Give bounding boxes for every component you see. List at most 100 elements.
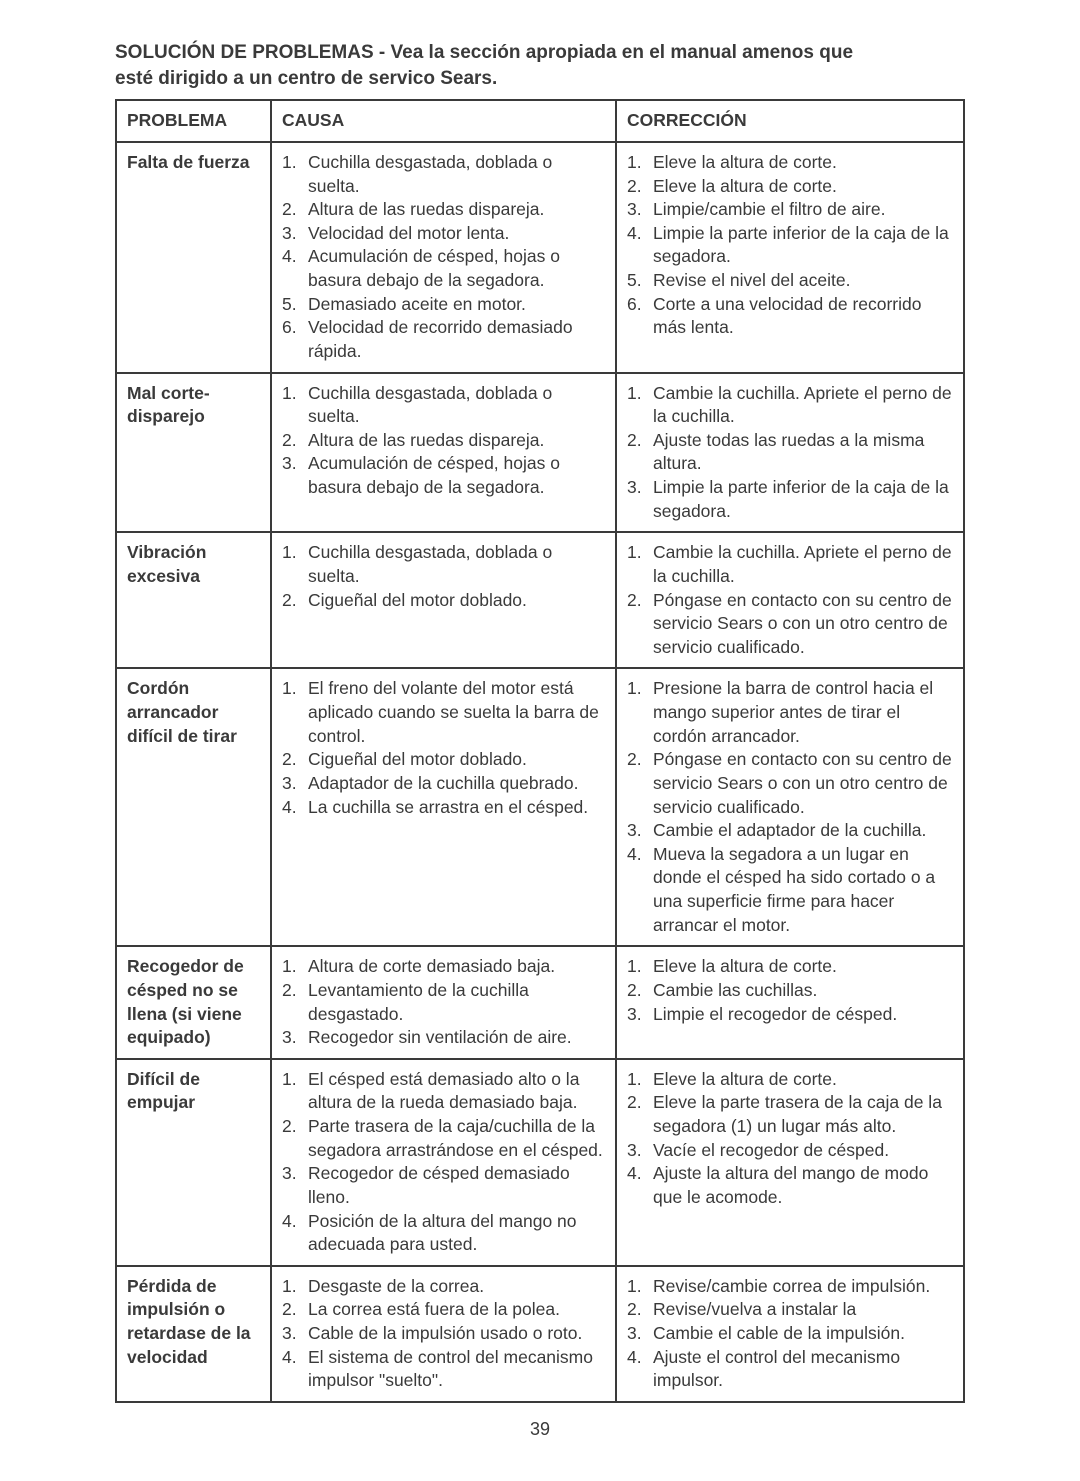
item-number: 2. — [282, 1115, 308, 1162]
correccion-cell: 1.Revise/cambie correa de impulsión.2.Re… — [616, 1266, 964, 1402]
item-number: 1. — [282, 955, 308, 979]
item-text: Mueva la segadora a un lugar en donde el… — [653, 843, 953, 938]
item-text: Eleve la altura de corte. — [653, 175, 953, 199]
item-number: 4. — [627, 1346, 653, 1393]
list-item: 2.La correa está fuera de la polea. — [282, 1298, 605, 1322]
correccion-cell: 1.Cambie la cuchilla. Apriete el perno d… — [616, 373, 964, 533]
table-row: Pérdida de impulsión o retardase de la v… — [116, 1266, 964, 1402]
problema-cell: Difícil de empujar — [116, 1059, 271, 1266]
item-text: Velocidad de recorrido demasiado rápida. — [308, 316, 605, 363]
list-item: 2.Revise/vuelva a instalar la — [627, 1298, 953, 1322]
list-item: 2.Ajuste todas las ruedas a la misma alt… — [627, 429, 953, 476]
header-causa: CAUSA — [271, 100, 616, 142]
item-text: Eleve la altura de corte. — [653, 151, 953, 175]
table-row: Recogedor de césped no se llena (si vien… — [116, 946, 964, 1059]
correccion-cell: 1.Eleve la altura de corte.2.Eleve la pa… — [616, 1059, 964, 1266]
correccion-cell: 1.Eleve la altura de corte.2.Cambie las … — [616, 946, 964, 1059]
header-problema: PROBLEMA — [116, 100, 271, 142]
item-number: 5. — [282, 293, 308, 317]
item-text: Cigueñal del motor doblado. — [308, 748, 605, 772]
item-number: 1. — [282, 1275, 308, 1299]
list-item: 2.Eleve la altura de corte. — [627, 175, 953, 199]
item-text: Desgaste de la correa. — [308, 1275, 605, 1299]
problema-text: Difícil de empujar — [127, 1069, 200, 1113]
item-number: 1. — [282, 541, 308, 588]
item-number: 3. — [282, 1026, 308, 1050]
item-number: 1. — [627, 151, 653, 175]
item-text: Ajuste todas las ruedas a la misma altur… — [653, 429, 953, 476]
item-text: La cuchilla se arrastra en el césped. — [308, 796, 605, 820]
item-text: Presione la barra de control hacia el ma… — [653, 677, 953, 748]
list-item: 4.El sistema de control del mecanismo im… — [282, 1346, 605, 1393]
list-item: 2.Cambie las cuchillas. — [627, 979, 953, 1003]
item-number: 5. — [627, 269, 653, 293]
list-item: 5.Revise el nivel del aceite. — [627, 269, 953, 293]
item-number: 1. — [627, 1275, 653, 1299]
item-number: 1. — [282, 382, 308, 429]
problema-cell: Cordón arrancador difícil de tirar — [116, 668, 271, 946]
list-item: 1.Eleve la altura de corte. — [627, 955, 953, 979]
item-number: 2. — [282, 429, 308, 453]
item-text: Acumulación de césped, hojas o basura de… — [308, 452, 605, 499]
item-text: Altura de corte demasiado baja. — [308, 955, 605, 979]
list-item: 1.Cambie la cuchilla. Apriete el perno d… — [627, 382, 953, 429]
item-text: Cuchilla desgastada, doblada o suelta. — [308, 541, 605, 588]
list-item: 3.Vacíe el recogedor de césped. — [627, 1139, 953, 1163]
table-row: Falta de fuerza1.Cuchilla desgastada, do… — [116, 142, 964, 373]
list-item: 1.Desgaste de la correa. — [282, 1275, 605, 1299]
causa-cell: 1.Altura de corte demasiado baja.2.Levan… — [271, 946, 616, 1059]
item-number: 6. — [627, 293, 653, 340]
item-text: Altura de las ruedas dispareja. — [308, 429, 605, 453]
item-text: Cambie el cable de la impulsión. — [653, 1322, 953, 1346]
item-number: 2. — [627, 1298, 653, 1322]
causa-cell: 1.El césped está demasiado alto o la alt… — [271, 1059, 616, 1266]
causa-cell: 1.Cuchilla desgastada, doblada o suelta.… — [271, 373, 616, 533]
table-row: Cordón arrancador difícil de tirar1.El f… — [116, 668, 964, 946]
item-text: Revise/vuelva a instalar la — [653, 1298, 953, 1322]
problema-cell: Pérdida de impulsión o retardase de la v… — [116, 1266, 271, 1402]
page-number: 39 — [115, 1417, 965, 1441]
list-item: 3.Adaptador de la cuchilla quebrado. — [282, 772, 605, 796]
item-number: 1. — [627, 1068, 653, 1092]
problema-text: Cordón arrancador difícil de tirar — [127, 678, 237, 745]
item-number: 1. — [282, 677, 308, 748]
causa-cell: 1.Desgaste de la correa.2.La correa está… — [271, 1266, 616, 1402]
item-number: 2. — [627, 429, 653, 476]
item-number: 2. — [282, 979, 308, 1026]
item-number: 4. — [282, 245, 308, 292]
item-text: Demasiado aceite en motor. — [308, 293, 605, 317]
item-text: Adaptador de la cuchilla quebrado. — [308, 772, 605, 796]
item-text: Limpie/cambie el filtro de aire. — [653, 198, 953, 222]
list-item: 6.Velocidad de recorrido demasiado rápid… — [282, 316, 605, 363]
item-number: 3. — [282, 1162, 308, 1209]
item-number: 2. — [627, 589, 653, 660]
item-number: 1. — [282, 151, 308, 198]
item-number: 4. — [627, 843, 653, 938]
list-item: 3.Limpie el recogedor de césped. — [627, 1003, 953, 1027]
list-item: 3.Acumulación de césped, hojas o basura … — [282, 452, 605, 499]
list-item: 5.Demasiado aceite en motor. — [282, 293, 605, 317]
item-text: Ajuste el control del mecanismo impulsor… — [653, 1346, 953, 1393]
list-item: 2.Cigueñal del motor doblado. — [282, 748, 605, 772]
list-item: 3.Recogedor de césped demasiado lleno. — [282, 1162, 605, 1209]
list-item: 1.Altura de corte demasiado baja. — [282, 955, 605, 979]
item-number: 2. — [282, 1298, 308, 1322]
item-number: 2. — [282, 198, 308, 222]
list-item: 2.Altura de las ruedas dispareja. — [282, 198, 605, 222]
list-item: 4.Posición de la altura del mango no ade… — [282, 1210, 605, 1257]
problema-cell: Falta de fuerza — [116, 142, 271, 373]
item-number: 3. — [627, 1322, 653, 1346]
item-text: El césped está demasiado alto o la altur… — [308, 1068, 605, 1115]
item-number: 3. — [282, 452, 308, 499]
list-item: 3.Cambie el adaptador de la cuchilla. — [627, 819, 953, 843]
item-number: 2. — [627, 979, 653, 1003]
list-item: 1.Cuchilla desgastada, doblada o suelta. — [282, 382, 605, 429]
problema-text: Vibración excesiva — [127, 542, 206, 586]
item-text: Cambie el adaptador de la cuchilla. — [653, 819, 953, 843]
table-row: Mal corte- disparejo1.Cuchilla desgastad… — [116, 373, 964, 533]
item-number: 2. — [282, 748, 308, 772]
item-number: 6. — [282, 316, 308, 363]
list-item: 1.Cuchilla desgastada, doblada o suelta. — [282, 151, 605, 198]
list-item: 2.Póngase en contacto con su centro de s… — [627, 748, 953, 819]
item-text: Recogedor de césped demasiado lleno. — [308, 1162, 605, 1209]
